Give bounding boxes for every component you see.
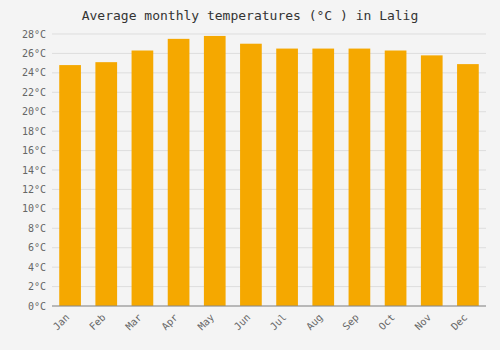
x-tick-label: Sep	[340, 312, 361, 333]
y-axis: 0°C 2°C 4°C 6°C 8°C 10°C 12°C 14°C 16°C 18°C 20°C 2…	[22, 29, 46, 312]
y-tick-label: 6°C	[28, 242, 46, 253]
y-tick-label: 14°C	[22, 165, 46, 176]
x-tick-label: Aug	[304, 312, 325, 333]
bar	[168, 39, 190, 306]
grid	[52, 34, 486, 306]
bar	[457, 64, 479, 306]
x-tick-label: Jun	[232, 312, 253, 333]
bar	[240, 44, 262, 306]
x-tick-label: Jul	[268, 312, 289, 333]
bar	[276, 49, 298, 306]
grid-line	[52, 34, 486, 35]
x-tick-label: Mar	[123, 312, 144, 333]
x-tick-label: Apr	[159, 312, 180, 333]
bar	[59, 65, 81, 306]
bar	[385, 51, 407, 306]
x-tick-label: Nov	[413, 312, 434, 333]
x-axis-line	[52, 306, 486, 307]
x-axis: Jan Feb Mar Apr May Jun Jul Aug Sep Oct Nov Dec	[51, 312, 469, 333]
y-tick-label: 24°C	[22, 67, 46, 78]
x-tick-label: Feb	[87, 312, 108, 333]
y-tick-label: 2°C	[28, 281, 46, 292]
x-tick-label: Dec	[449, 312, 470, 333]
y-tick-label: 0°C	[28, 301, 46, 312]
y-tick-label: 4°C	[28, 262, 46, 273]
y-tick-label: 28°C	[22, 29, 46, 40]
x-tick-label: May	[196, 312, 217, 333]
x-tick-label: Jan	[51, 312, 72, 333]
y-tick-label: 20°C	[22, 106, 46, 117]
y-tick-label: 12°C	[22, 184, 46, 195]
y-tick-label: 18°C	[22, 126, 46, 137]
x-tick-label: Oct	[376, 312, 397, 333]
y-tick-label: 10°C	[22, 203, 46, 214]
y-tick-label: 22°C	[22, 87, 46, 98]
bar	[95, 62, 117, 306]
chart: Average monthly temperatures (°C ) in La…	[0, 0, 500, 350]
grid-line	[52, 53, 486, 54]
bar	[204, 36, 226, 306]
title: Average monthly temperatures (°C ) in La…	[82, 8, 419, 23]
bars	[59, 36, 479, 306]
grid-line	[52, 306, 486, 307]
y-tick-label: 16°C	[22, 145, 46, 156]
bar	[132, 51, 154, 306]
bar	[312, 49, 334, 306]
bar	[349, 49, 371, 306]
y-tick-label: 8°C	[28, 223, 46, 234]
bar	[421, 55, 443, 306]
y-tick-label: 26°C	[22, 48, 46, 59]
